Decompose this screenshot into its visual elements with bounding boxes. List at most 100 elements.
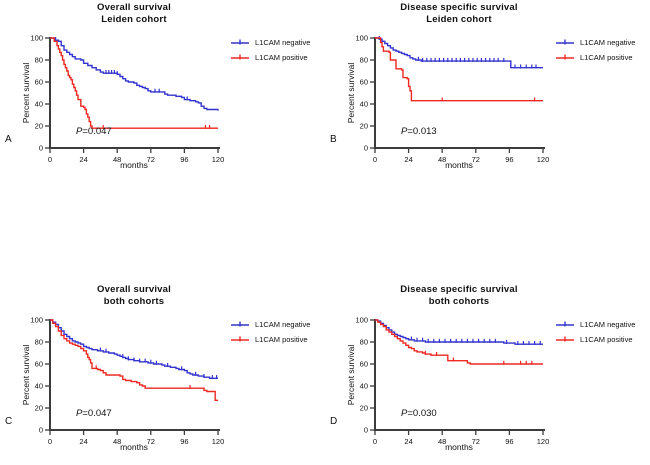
x-tick-label: 0 [48, 155, 52, 164]
legend-item-positive: L1CAM positive [230, 332, 310, 347]
y-tick-label: 100 [30, 316, 43, 325]
chart-title-line1: Disease specific survival [400, 284, 518, 295]
chart-title: Disease specific survival both cohorts [325, 284, 593, 307]
legend-label: L1CAM negative [255, 38, 311, 47]
x-axis-label: months [445, 442, 473, 452]
chart-title-line2: both cohorts [428, 295, 490, 307]
x-tick-label: 72 [147, 437, 155, 446]
x-tick-label: 24 [404, 155, 412, 164]
survival-curve [375, 37, 543, 69]
p-value: P=0.030 [401, 408, 437, 419]
x-tick-label: 120 [537, 155, 550, 164]
legend-label: L1CAM positive [580, 335, 633, 344]
survival-plot: 0 20 40 60 80 100 0 24 48 72 96 120 [355, 316, 550, 446]
survival-curve [50, 37, 219, 111]
legend-label: L1CAM negative [255, 320, 311, 329]
legend: L1CAM negative L1CAM positive [230, 35, 310, 65]
legend-line-tick-icon [556, 336, 574, 342]
y-tick-label: 40 [35, 382, 43, 391]
x-tick-label: 48 [113, 437, 121, 446]
legend-label: L1CAM positive [255, 53, 308, 62]
legend-line-tick-icon [231, 321, 249, 327]
legend: L1CAM negative L1CAM positive [555, 35, 635, 65]
survival-curve [50, 319, 218, 401]
y-tick-label: 100 [355, 34, 368, 43]
x-tick-label: 72 [472, 155, 480, 164]
survival-curve [375, 37, 543, 102]
legend-label: L1CAM positive [255, 335, 308, 344]
panel-letter: C [5, 416, 13, 427]
chart-title: Disease specific survival Leiden cohort [325, 2, 593, 25]
panel-letter: D [330, 416, 338, 427]
x-tick-label: 24 [79, 437, 87, 446]
legend-label: L1CAM negative [580, 38, 636, 47]
y-tick-label: 60 [360, 360, 368, 369]
survival-plot: 0 20 40 60 80 100 0 24 48 72 96 120 [30, 316, 224, 446]
p-value: P=0.047 [76, 408, 112, 419]
legend-line-tick-icon [231, 39, 249, 45]
y-tick-label: 0 [364, 426, 368, 435]
y-tick-label: 40 [360, 382, 368, 391]
y-tick-label: 60 [360, 78, 368, 87]
y-tick-label: 40 [35, 100, 43, 109]
x-tick-label: 96 [505, 155, 513, 164]
chart-title: Overall survival Leiden cohort [0, 2, 268, 25]
y-tick-label: 100 [30, 34, 43, 43]
y-tick-label: 20 [360, 404, 368, 413]
legend-line-tick-icon [231, 54, 249, 60]
survival-curve [50, 37, 218, 129]
x-tick-label: 24 [79, 155, 87, 164]
y-tick-label: 60 [35, 360, 43, 369]
legend-item-negative: L1CAM negative [555, 317, 635, 332]
x-axis-label: months [120, 160, 148, 170]
legend-line-tick-icon [231, 336, 249, 342]
y-tick-label: 40 [360, 100, 368, 109]
legend-line-tick-icon [556, 39, 574, 45]
panel-d: Disease specific survival both cohorts P… [325, 282, 650, 465]
panel-c: Overall survival both cohorts Percent su… [0, 282, 325, 465]
y-tick-label: 80 [35, 56, 43, 65]
y-tick-label: 0 [39, 426, 43, 435]
x-tick-label: 120 [212, 155, 225, 164]
y-tick-label: 80 [35, 338, 43, 347]
x-tick-label: 120 [537, 437, 550, 446]
chart-title-line2: both cohorts [103, 295, 165, 307]
x-tick-label: 0 [48, 437, 52, 446]
x-tick-label: 96 [505, 437, 513, 446]
y-tick-label: 20 [360, 122, 368, 131]
y-tick-label: 80 [360, 56, 368, 65]
x-tick-label: 0 [373, 155, 377, 164]
x-axis-label: months [445, 160, 473, 170]
chart-title-line2: Leiden cohort [101, 13, 167, 25]
legend-line-tick-icon [556, 321, 574, 327]
panel-letter: A [5, 134, 12, 145]
panel-b: Disease specific survival Leiden cohort … [325, 0, 650, 183]
x-tick-label: 0 [373, 437, 377, 446]
x-tick-label: 96 [180, 437, 188, 446]
y-tick-label: 100 [355, 316, 368, 325]
chart-title-line2: Leiden cohort [426, 13, 492, 25]
survival-curve [50, 319, 218, 379]
legend-item-negative: L1CAM negative [230, 35, 310, 50]
legend-item-negative: L1CAM negative [230, 317, 310, 332]
x-tick-label: 72 [472, 437, 480, 446]
y-tick-label: 20 [35, 122, 43, 131]
x-tick-label: 96 [180, 155, 188, 164]
survival-curve [375, 319, 543, 365]
x-tick-label: 48 [113, 155, 121, 164]
panel-a: Overall survival Leiden cohort Percent s… [0, 0, 325, 183]
y-tick-label: 0 [364, 144, 368, 153]
legend: L1CAM negative L1CAM positive [230, 317, 310, 347]
legend-label: L1CAM negative [580, 320, 636, 329]
legend-item-positive: L1CAM positive [230, 50, 310, 65]
p-value: P=0.013 [401, 126, 437, 137]
chart-title-line1: Disease specific survival [400, 2, 518, 13]
legend-label: L1CAM positive [580, 53, 633, 62]
x-tick-label: 48 [438, 155, 446, 164]
legend-item-positive: L1CAM positive [555, 50, 635, 65]
y-tick-label: 80 [360, 338, 368, 347]
chart-title-line1: Overall survival [97, 2, 171, 13]
legend-item-positive: L1CAM positive [555, 332, 635, 347]
x-tick-label: 24 [404, 437, 412, 446]
